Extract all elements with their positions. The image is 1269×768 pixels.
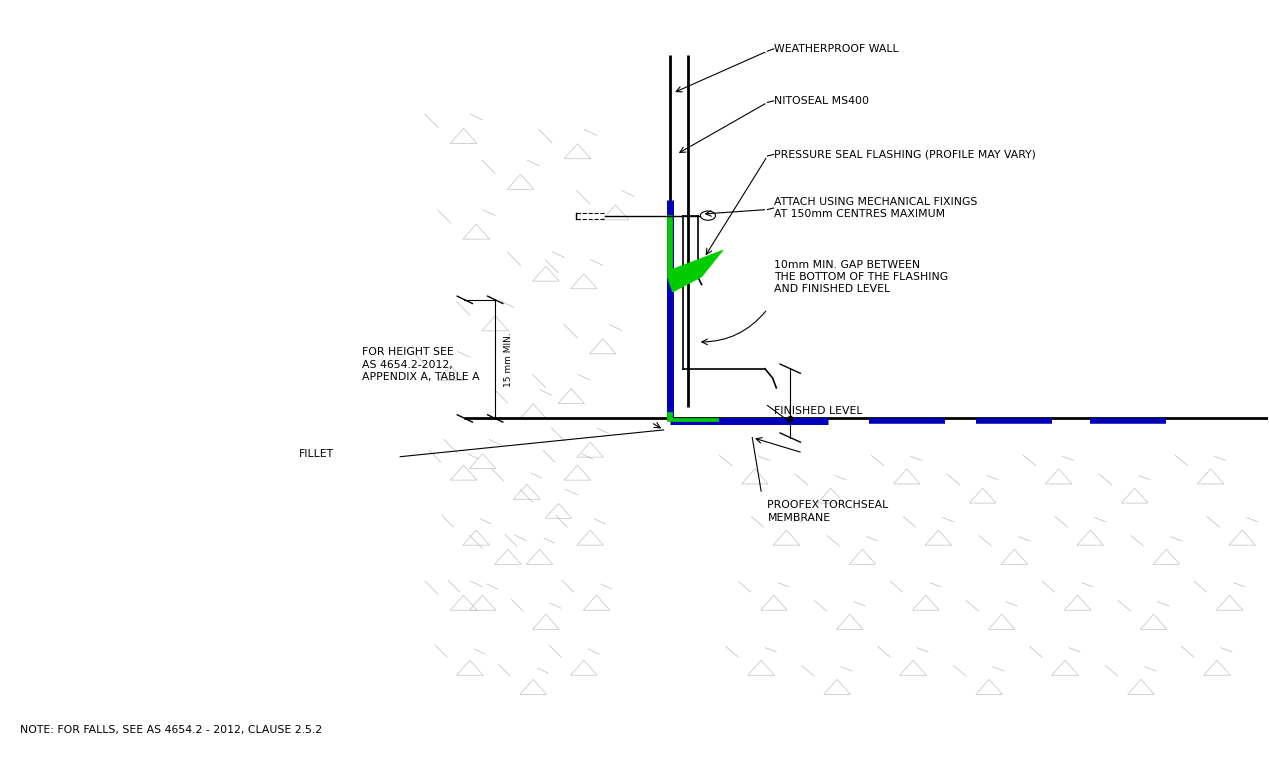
Text: NITOSEAL MS400: NITOSEAL MS400 <box>774 96 869 106</box>
Text: PROOFEX TORCHSEAL
MEMBRANE: PROOFEX TORCHSEAL MEMBRANE <box>768 500 888 523</box>
Text: ATTACH USING MECHANICAL FIXINGS
AT 150mm CENTRES MAXIMUM: ATTACH USING MECHANICAL FIXINGS AT 150mm… <box>774 197 977 219</box>
Text: FILLET: FILLET <box>299 449 334 459</box>
Polygon shape <box>667 216 723 292</box>
Text: FOR HEIGHT SEE
AS 4654.2-2012,
APPENDIX A, TABLE A: FOR HEIGHT SEE AS 4654.2-2012, APPENDIX … <box>362 347 480 382</box>
Text: 10mm MIN. GAP BETWEEN
THE BOTTOM OF THE FLASHING
AND FINISHED LEVEL: 10mm MIN. GAP BETWEEN THE BOTTOM OF THE … <box>774 260 948 294</box>
Text: WEATHERPROOF WALL: WEATHERPROOF WALL <box>774 44 898 54</box>
Text: FINISHED LEVEL: FINISHED LEVEL <box>774 406 862 415</box>
Text: PRESSURE SEAL FLASHING (PROFILE MAY VARY): PRESSURE SEAL FLASHING (PROFILE MAY VARY… <box>774 150 1036 160</box>
Text: NOTE: FOR FALLS, SEE AS 4654.2 - 2012, CLAUSE 2.5.2: NOTE: FOR FALLS, SEE AS 4654.2 - 2012, C… <box>20 725 322 735</box>
Polygon shape <box>667 412 718 421</box>
Text: 15 mm MIN.: 15 mm MIN. <box>504 332 513 386</box>
